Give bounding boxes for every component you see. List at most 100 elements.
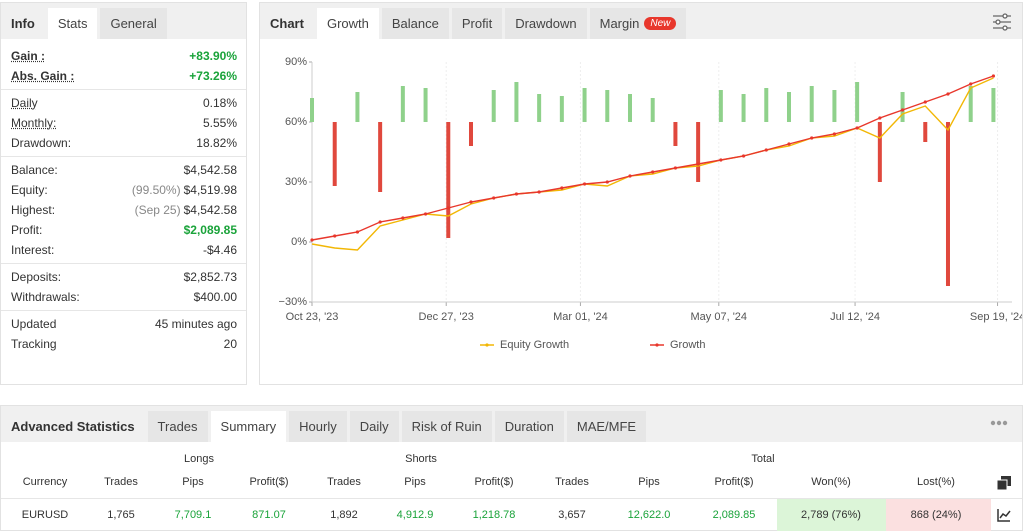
stat-note: (Sep 25) bbox=[134, 203, 181, 217]
tab[interactable]: Balance bbox=[381, 8, 449, 39]
bar bbox=[945, 122, 950, 286]
point bbox=[333, 234, 337, 238]
point bbox=[832, 132, 837, 136]
group-header: Total bbox=[751, 453, 775, 465]
tab[interactable]: Profit bbox=[451, 8, 503, 39]
tab[interactable]: Margin New bbox=[589, 8, 687, 39]
table-cell: 871.07 bbox=[252, 509, 286, 521]
bar bbox=[832, 90, 837, 122]
point bbox=[378, 220, 382, 224]
bar bbox=[673, 122, 678, 146]
stat-label: Updated bbox=[11, 317, 57, 331]
settings-icon[interactable] bbox=[992, 13, 1012, 31]
legend-dot bbox=[655, 343, 659, 347]
point bbox=[355, 230, 360, 234]
table-cell: 3,657 bbox=[558, 509, 586, 521]
x-tick-label: Mar 01, '24 bbox=[553, 311, 608, 323]
tab[interactable]: Summary bbox=[210, 411, 287, 442]
stat-label: Interest: bbox=[11, 243, 55, 257]
stat-label: Balance: bbox=[11, 163, 58, 177]
bar bbox=[559, 96, 564, 122]
stat-row: Tracking 20 bbox=[1, 334, 246, 354]
stat-group: Daily 0.18% Monthly: 5.55% Drawdown: 18.82% bbox=[1, 90, 246, 157]
lost-cell-bg bbox=[886, 499, 991, 531]
stat-value: $4,519.98 bbox=[183, 183, 237, 197]
stats-panel: Info Stats General Gain : +83.90% Abs. Gai… bbox=[0, 2, 247, 385]
group-header: Shorts bbox=[405, 453, 437, 465]
stat-group: Deposits: $2,852.73 Withdrawals: $400.00 bbox=[1, 264, 246, 311]
point bbox=[492, 196, 496, 200]
x-tick-label: Sep 19, '24 bbox=[970, 311, 1022, 323]
tab[interactable]: Drawdown bbox=[505, 8, 587, 39]
legend-label: Growth bbox=[670, 339, 705, 351]
tab[interactable]: Stats bbox=[47, 8, 98, 39]
tab[interactable]: Info bbox=[11, 16, 35, 31]
point bbox=[696, 162, 700, 166]
stat-value: $2,089.85 bbox=[183, 223, 237, 237]
chart-title: Chart bbox=[270, 16, 304, 31]
column-header: Profit($) bbox=[474, 476, 514, 488]
stat-value: +73.26% bbox=[189, 69, 237, 83]
x-tick-label: Dec 27, '23 bbox=[419, 311, 474, 323]
stat-label: Deposits: bbox=[11, 270, 62, 284]
point bbox=[923, 100, 927, 104]
stat-label: Abs. Gain : bbox=[11, 69, 75, 83]
tab[interactable]: Hourly bbox=[289, 411, 347, 442]
point bbox=[401, 216, 405, 220]
tab[interactable]: Duration bbox=[494, 411, 564, 442]
legend-label: Equity Growth bbox=[500, 339, 569, 351]
stat-group: Updated 45 minutes ago Tracking 20 bbox=[1, 311, 246, 357]
table-cell: 1,892 bbox=[330, 509, 358, 521]
stat-row: Balance: $4,542.58 bbox=[1, 160, 246, 180]
column-header: Profit($) bbox=[249, 476, 289, 488]
stat-label: Tracking bbox=[11, 337, 57, 351]
table-cell: 2,789 (76%) bbox=[801, 509, 861, 521]
table-cell: 868 (24%) bbox=[910, 509, 962, 521]
column-header: Currency bbox=[22, 476, 68, 488]
table-cell: 12,622.0 bbox=[627, 509, 671, 521]
bar bbox=[582, 88, 587, 122]
point bbox=[787, 142, 791, 146]
point bbox=[537, 190, 541, 194]
point bbox=[651, 170, 655, 174]
tab[interactable]: Daily bbox=[349, 411, 399, 442]
stat-row: Deposits: $2,852.73 bbox=[1, 267, 246, 287]
point bbox=[855, 126, 859, 130]
tab[interactable]: MAE/MFE bbox=[566, 411, 647, 442]
stat-row: Abs. Gain : +73.26% bbox=[1, 66, 246, 86]
stat-value: $4,542.58 bbox=[183, 163, 237, 177]
point bbox=[423, 212, 428, 216]
bar bbox=[400, 86, 405, 122]
tab[interactable]: General bbox=[100, 8, 167, 39]
point bbox=[946, 92, 950, 96]
point bbox=[719, 158, 723, 162]
stat-row: Highest: (Sep 25) $4,542.58 bbox=[1, 200, 246, 220]
column-header: Trades bbox=[327, 476, 361, 488]
bar bbox=[855, 82, 860, 122]
column-header: Lost(%) bbox=[917, 476, 955, 488]
stat-label: Highest: bbox=[11, 203, 56, 217]
point bbox=[969, 82, 973, 86]
tab[interactable]: Growth bbox=[316, 8, 379, 39]
tab[interactable]: Trades bbox=[147, 411, 208, 442]
bar bbox=[877, 122, 882, 182]
chart-tabs: Chart Growth Balance Profit Drawdown Mar… bbox=[260, 3, 1022, 39]
stat-label: Equity: bbox=[11, 183, 48, 197]
stat-note: (99.50%) bbox=[131, 183, 181, 197]
x-tick-label: Jul 12, '24 bbox=[830, 311, 880, 323]
table-cell: 4,912.9 bbox=[396, 509, 434, 521]
legend-dot bbox=[485, 343, 489, 347]
copy-icon[interactable] bbox=[997, 476, 1011, 490]
point bbox=[605, 180, 609, 184]
more-icon[interactable] bbox=[990, 420, 1008, 426]
stat-value: 5.55% bbox=[202, 116, 237, 130]
column-header: Profit($) bbox=[714, 476, 754, 488]
bar bbox=[332, 122, 337, 186]
stat-row: Daily 0.18% bbox=[1, 93, 246, 113]
bar bbox=[514, 82, 519, 122]
table-cell: 1,218.78 bbox=[472, 509, 516, 521]
stat-group: Balance: $4,542.58 Equity: (99.50%) $4,519.9… bbox=[1, 157, 246, 264]
chart-icon[interactable] bbox=[997, 508, 1011, 522]
column-header: Won(%) bbox=[811, 476, 851, 488]
tab[interactable]: Risk of Ruin bbox=[401, 411, 492, 442]
